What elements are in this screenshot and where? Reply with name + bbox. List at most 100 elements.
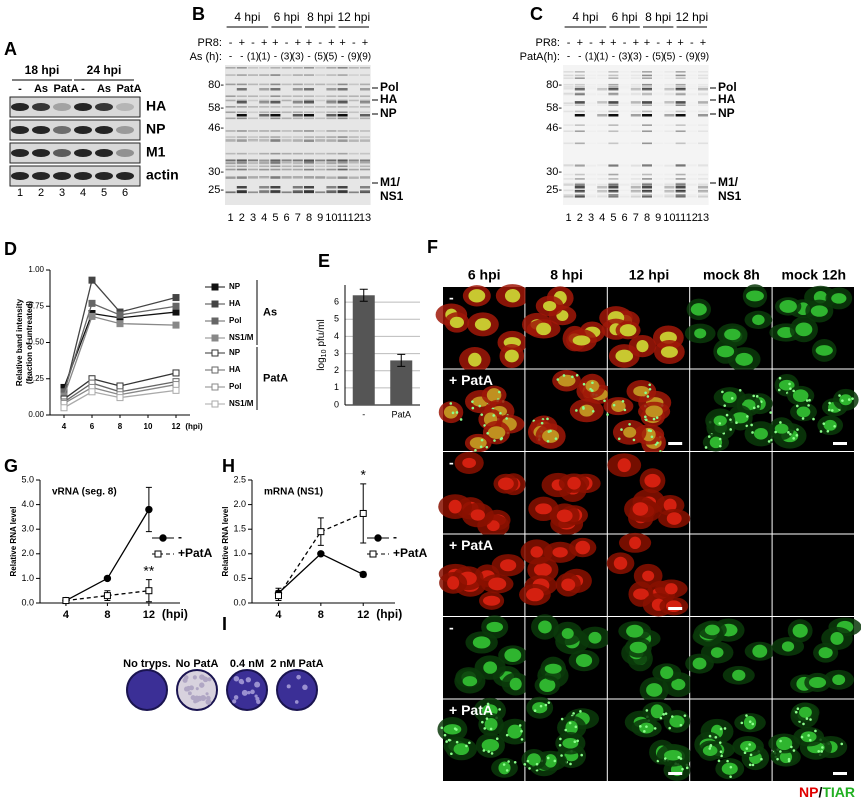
micrograph <box>772 534 854 616</box>
granule <box>493 439 496 442</box>
gel-band <box>608 195 619 197</box>
time-label: 4 hpi <box>234 10 260 24</box>
gel-band <box>698 87 708 90</box>
gel-band <box>337 176 348 178</box>
drug-label: (5) <box>663 52 675 63</box>
granule <box>513 760 517 764</box>
gel-band <box>586 77 596 79</box>
gel-band <box>270 67 281 69</box>
granule <box>580 753 583 757</box>
gel-band <box>664 164 674 166</box>
gel-band <box>315 168 326 171</box>
gel-band <box>620 75 630 77</box>
granule <box>560 754 563 757</box>
granule <box>787 757 791 761</box>
granule <box>751 763 755 767</box>
gel-band <box>326 99 337 102</box>
gel-band <box>360 74 370 76</box>
granule <box>751 722 755 726</box>
viral-band <box>608 190 619 193</box>
plaque <box>205 692 209 696</box>
gel-band <box>664 75 674 77</box>
gel-band <box>642 195 652 197</box>
nucleus <box>448 499 462 514</box>
viral-band <box>337 88 348 91</box>
gel-band <box>630 164 641 166</box>
row-label: - <box>449 620 454 636</box>
x-unit: (hpi) <box>162 607 188 621</box>
granule <box>499 437 503 441</box>
viral-band <box>236 114 247 117</box>
nucleus <box>487 426 506 440</box>
gel-band <box>348 159 359 162</box>
gel-band <box>675 124 686 126</box>
granule <box>546 439 550 443</box>
plaque <box>184 686 190 692</box>
gel-band <box>675 196 686 198</box>
nucleus <box>536 322 552 336</box>
treatment-label: As <box>34 83 48 95</box>
gel-band <box>326 165 337 168</box>
granule <box>650 435 654 439</box>
treatment-label: PatA <box>116 83 141 95</box>
gel-band <box>259 138 270 141</box>
nucleus <box>468 289 486 303</box>
gel-band <box>620 174 630 176</box>
gel-band <box>630 92 641 95</box>
gel-band <box>687 164 697 166</box>
gel-band <box>270 168 281 171</box>
nucleus <box>483 595 501 606</box>
granule <box>778 376 782 380</box>
gel-band <box>642 124 652 126</box>
gel-band <box>597 178 607 180</box>
gel-band <box>586 178 596 180</box>
nucleus <box>753 427 768 440</box>
gel-band <box>675 184 686 187</box>
band-label: M1/ <box>718 175 739 189</box>
granule <box>833 424 836 428</box>
data-point <box>88 312 96 320</box>
plaque <box>232 699 237 704</box>
nucleus <box>483 661 498 674</box>
gel-band <box>270 83 281 86</box>
granule <box>474 449 477 452</box>
gel-band <box>337 152 348 155</box>
nucleus <box>642 570 655 582</box>
gel-band <box>620 77 630 79</box>
granule <box>748 743 752 746</box>
granule <box>755 395 759 398</box>
x-tick-label: 6 <box>90 422 95 431</box>
viral-band <box>574 88 585 91</box>
drug-label: (3) <box>618 52 630 63</box>
gel-band <box>225 83 236 86</box>
gel-band <box>608 130 619 133</box>
gel-band <box>642 77 652 79</box>
gel-band <box>360 162 370 165</box>
gel-band <box>630 110 641 113</box>
viral-band <box>675 114 686 117</box>
gel-band <box>337 159 348 162</box>
gel-band <box>348 191 359 194</box>
gel-band <box>360 191 370 194</box>
gel-band <box>259 99 270 102</box>
gel-band <box>225 165 236 168</box>
plaque <box>192 675 197 680</box>
gel-band <box>292 159 303 161</box>
nucleus <box>629 536 642 550</box>
pr8-label: + <box>239 37 245 49</box>
gel-band <box>225 177 236 179</box>
gel-band <box>236 152 247 155</box>
granule <box>802 722 805 726</box>
gel-band <box>630 74 641 77</box>
granule <box>805 717 809 720</box>
gel-band <box>259 162 270 165</box>
gel-band <box>687 111 697 113</box>
gel-band <box>698 92 708 95</box>
viral-band <box>664 114 675 117</box>
x-unit: (hpi) <box>185 422 203 431</box>
gel-band <box>270 106 281 108</box>
gel-band <box>698 93 708 96</box>
gel-band <box>259 95 270 98</box>
gel-band <box>698 77 708 79</box>
data-line <box>277 512 364 596</box>
